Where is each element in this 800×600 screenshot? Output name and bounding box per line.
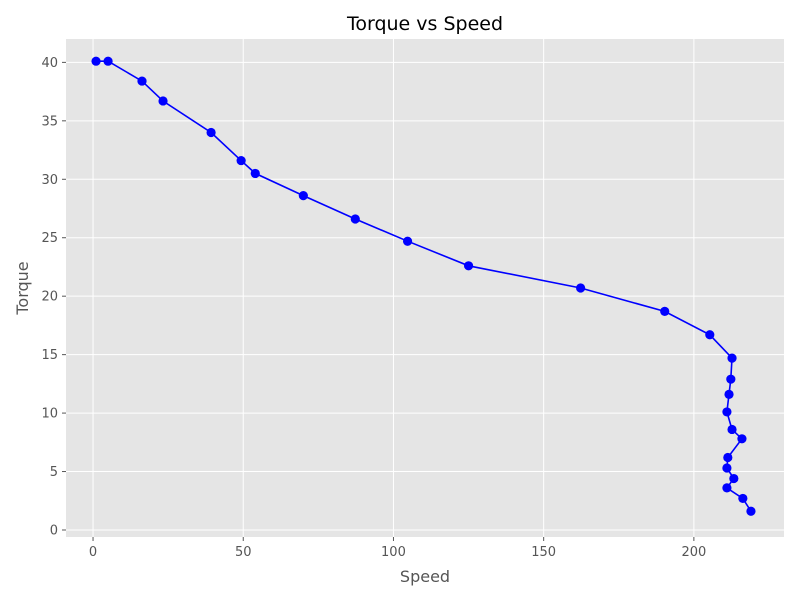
y-tick-label: 10 (41, 407, 58, 422)
data-point (103, 56, 113, 66)
data-point (746, 506, 756, 516)
y-tick-label: 30 (41, 173, 58, 188)
y-axis-ticks: 0 5 10 15 20 25 30 35 40 (41, 56, 66, 538)
x-axis-label: Speed (400, 567, 450, 586)
data-point (723, 452, 733, 463)
data-point (737, 434, 747, 444)
data-point (576, 283, 586, 293)
data-point (350, 214, 360, 224)
y-axis-label: Torque (13, 261, 32, 315)
data-point (91, 56, 101, 66)
data-point (298, 191, 308, 201)
x-tick-label: 50 (235, 545, 252, 560)
y-tick-label: 35 (41, 114, 58, 129)
data-point (660, 306, 670, 316)
y-tick-label: 5 (50, 465, 58, 480)
plot-background (66, 39, 784, 537)
data-point (206, 127, 216, 138)
data-point (402, 236, 413, 246)
y-tick-label: 20 (41, 290, 58, 305)
x-tick-label: 150 (531, 545, 556, 560)
y-tick-label: 40 (41, 56, 58, 71)
data-point (722, 483, 732, 493)
data-point (158, 96, 168, 106)
data-point (722, 463, 732, 473)
data-point (705, 330, 715, 340)
grid-lines (66, 39, 784, 537)
data-point (137, 76, 147, 86)
data-point (724, 389, 734, 399)
x-tick-label: 100 (381, 545, 406, 560)
data-point (250, 168, 260, 179)
x-tick-label: 0 (89, 545, 97, 560)
x-tick-label: 200 (681, 545, 706, 560)
data-point (722, 407, 732, 417)
y-tick-label: 15 (41, 348, 58, 363)
x-axis-ticks: 0 50 100 150 200 (89, 537, 706, 560)
data-point (463, 261, 474, 271)
data-point (236, 155, 246, 166)
series-layer (91, 56, 756, 516)
data-point (726, 374, 736, 384)
data-point (738, 493, 748, 504)
chart-title: Torque vs Speed (346, 13, 503, 35)
data-point (727, 353, 737, 363)
data-point (729, 473, 739, 484)
y-tick-label: 25 (41, 231, 58, 246)
data-point (727, 424, 737, 435)
y-tick-label: 0 (50, 523, 58, 538)
